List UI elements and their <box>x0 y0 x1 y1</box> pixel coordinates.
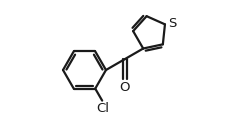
Text: Cl: Cl <box>96 102 109 115</box>
Text: O: O <box>119 81 130 94</box>
Text: S: S <box>168 17 177 30</box>
